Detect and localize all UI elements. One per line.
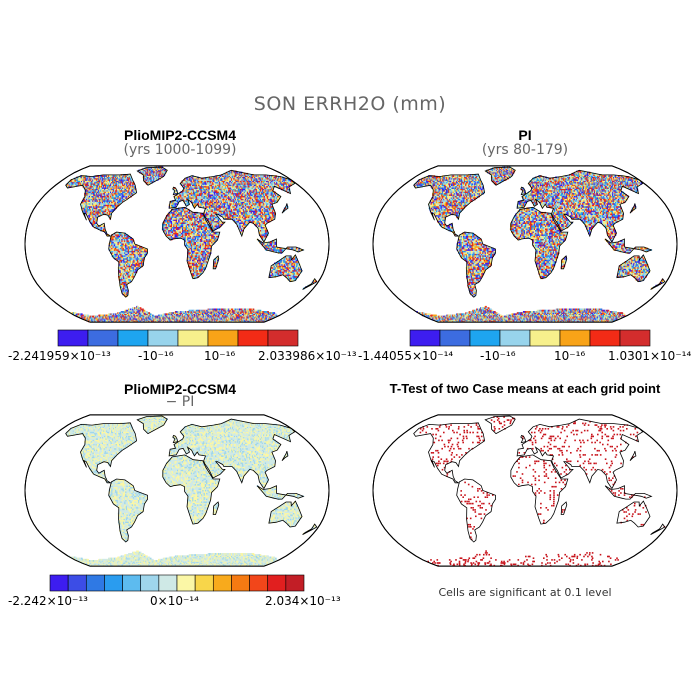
panel-2-colorbar-midright-label: 10⁻¹⁶: [554, 349, 585, 363]
colorbar-swatch: [195, 575, 213, 591]
significance-note: Cells are significant at 0.1 level: [370, 586, 680, 599]
colorbar-swatch: [88, 330, 118, 346]
colorbar-swatch: [58, 330, 88, 346]
panel-1-colorbar-max-label: 2.033986×10⁻¹³: [258, 349, 357, 363]
colorbar-swatch: [410, 330, 440, 346]
colorbar-swatch: [148, 330, 178, 346]
panel-3-colorbar-mid-label: 0×10⁻¹⁴: [150, 594, 199, 608]
panel-2-colorbar-min-label: -1.44055×10⁻¹⁴: [358, 349, 453, 363]
colorbar-swatch: [268, 575, 286, 591]
colorbar-swatch: [118, 330, 148, 346]
panel-3-colorbar-min-label: -2.242×10⁻¹³: [8, 594, 88, 608]
colorbar-swatch: [620, 330, 650, 346]
colorbar-swatch: [238, 330, 268, 346]
colorbar-swatch: [231, 575, 249, 591]
panel-1-colorbar-midright-label: 10⁻¹⁶: [204, 349, 235, 363]
panel-1-colorbar-min-label: -2.241959×10⁻¹³: [8, 349, 111, 363]
colorbar-swatch: [159, 575, 177, 591]
panel-4-map: [370, 404, 680, 569]
colorbar-swatch: [213, 575, 231, 591]
colorbar-swatch: [268, 330, 298, 346]
colorbar-swatch: [178, 330, 208, 346]
colorbar-swatch: [104, 575, 122, 591]
panel-4-title: T-Test of two Case means at each grid po…: [370, 381, 680, 396]
colorbar-swatch: [440, 330, 470, 346]
colorbar-swatch: [50, 575, 68, 591]
panel-2-title: PI: [370, 127, 680, 143]
colorbar-swatch: [123, 575, 141, 591]
map-frame: [373, 415, 677, 566]
colorbar-swatch: [177, 575, 195, 591]
panel-2-map: [370, 155, 680, 325]
colorbar-swatch: [560, 330, 590, 346]
figure-title: SON ERRH2O (mm): [0, 93, 700, 115]
colorbar-swatch: [590, 330, 620, 346]
panel-1-colorbar-midleft-label: -10⁻¹⁶: [138, 349, 174, 363]
panel-3-map: [22, 404, 332, 569]
panel-1-colorbar: [58, 330, 298, 346]
colorbar-swatch: [286, 575, 304, 591]
panel-2-colorbar-max-label: 1.0301×10⁻¹⁴: [608, 349, 691, 363]
panel-3-colorbar-max-label: 2.034×10⁻¹³: [265, 594, 341, 608]
colorbar-swatch: [141, 575, 159, 591]
panel-1-map: [22, 155, 332, 325]
panel-1-title: PlioMIP2-CCSM4: [25, 127, 335, 143]
panel-3-colorbar: [50, 575, 304, 591]
panel-2-colorbar: [410, 330, 650, 346]
colorbar-swatch: [530, 330, 560, 346]
colorbar-swatch: [250, 575, 268, 591]
colorbar-swatch: [68, 575, 86, 591]
panel-2-colorbar-midleft-label: -10⁻¹⁶: [480, 349, 516, 363]
colorbar-swatch: [500, 330, 530, 346]
colorbar-swatch: [86, 575, 104, 591]
colorbar-swatch: [470, 330, 500, 346]
colorbar-swatch: [208, 330, 238, 346]
